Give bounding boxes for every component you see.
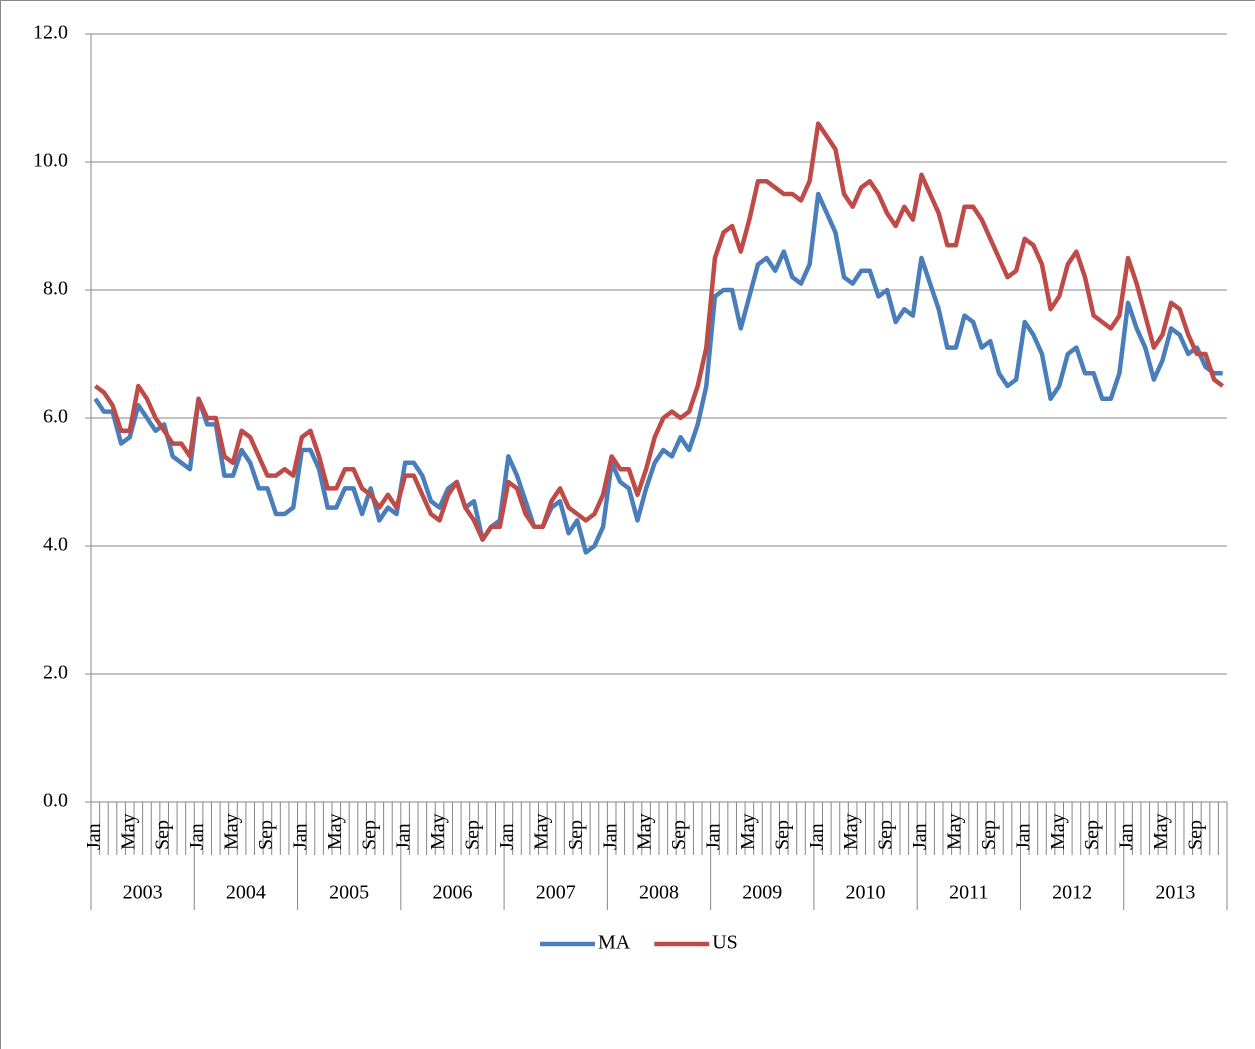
data-line	[93, 121, 1225, 542]
year-label: 2010	[846, 882, 886, 904]
x-tick-label: Sep	[152, 820, 174, 850]
y-tick-label: 0.0	[43, 790, 68, 812]
x-tick-label: Jan	[806, 823, 828, 850]
x-tick-label: Jan	[289, 823, 311, 850]
y-tick-label: 10.0	[33, 150, 68, 172]
x-tick-label: Jan	[496, 823, 518, 850]
x-tick-label: May	[427, 813, 449, 850]
x-tick-label: May	[324, 813, 346, 850]
y-tick-label: 12.0	[33, 22, 68, 44]
x-tick-label: May	[944, 813, 966, 850]
x-tick-label: May	[530, 813, 552, 850]
year-label: 2003	[123, 882, 163, 904]
x-tick-label: Jan	[83, 823, 105, 850]
x-tick-label: Jan	[1116, 823, 1138, 850]
x-tick-label: Sep	[462, 820, 484, 850]
year-label: 2011	[949, 882, 988, 904]
x-tick-label: Jan	[1012, 823, 1034, 850]
x-tick-label: May	[634, 813, 656, 850]
year-label: 2012	[1052, 882, 1092, 904]
x-tick-label: Sep	[358, 820, 380, 850]
x-tick-label: May	[221, 813, 243, 850]
x-tick-label: Sep	[1081, 820, 1103, 850]
x-tick-label: May	[840, 813, 862, 850]
x-tick-label: Sep	[668, 820, 690, 850]
data-line	[93, 191, 1223, 555]
year-label: 2013	[1155, 882, 1195, 904]
year-label: 2005	[329, 882, 369, 904]
x-tick-label: May	[1047, 813, 1069, 850]
x-tick-label: May	[1150, 813, 1172, 850]
year-label: 2008	[639, 882, 679, 904]
x-tick-label: Sep	[565, 820, 587, 850]
y-tick-label: 8.0	[43, 278, 68, 300]
x-tick-label: May	[117, 813, 139, 850]
x-tick-label: Jan	[703, 823, 725, 850]
year-label: 2009	[742, 882, 782, 904]
y-tick-label: 6.0	[43, 406, 68, 428]
y-tick-label: 4.0	[43, 534, 68, 556]
legend-label: US	[712, 932, 738, 954]
year-label: 2007	[536, 882, 576, 904]
legend-label: MA	[598, 932, 631, 954]
x-tick-label: Sep	[875, 820, 897, 850]
x-tick-label: Sep	[255, 820, 277, 850]
x-tick-label: May	[737, 813, 759, 850]
x-tick-label: Jan	[909, 823, 931, 850]
x-tick-label: Jan	[393, 823, 415, 850]
y-tick-label: 2.0	[43, 662, 68, 684]
year-label: 2004	[226, 882, 266, 904]
x-tick-label: Jan	[186, 823, 208, 850]
x-tick-label: Sep	[978, 820, 1000, 850]
x-tick-label: Sep	[771, 820, 793, 850]
year-label: 2006	[432, 882, 472, 904]
x-tick-label: Sep	[1184, 820, 1206, 850]
x-tick-label: Jan	[599, 823, 621, 850]
